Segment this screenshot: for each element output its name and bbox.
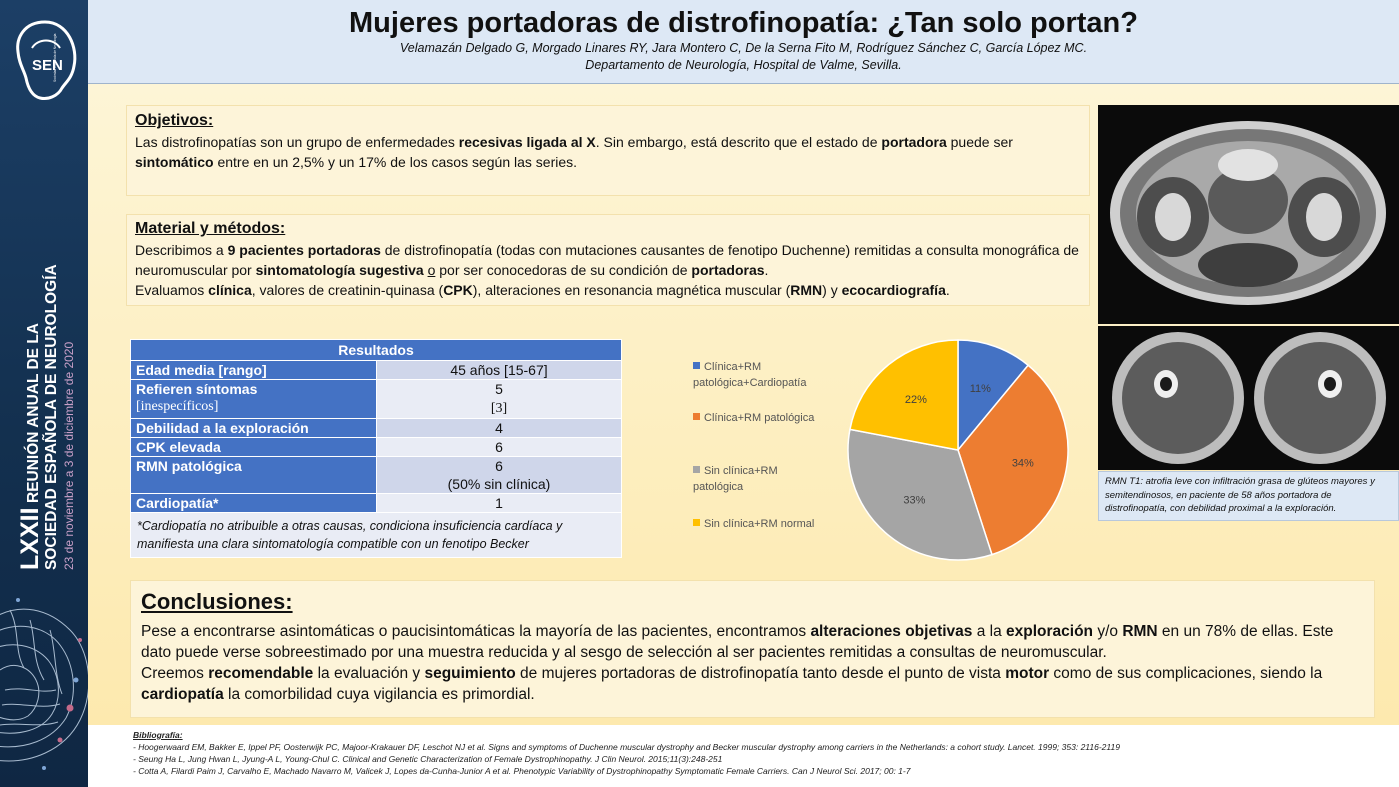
bibliography: Bibliografía: - Hoogerwaard EM, Bakker E… [88, 725, 1399, 787]
table-footnote: *Cardiopatía no atribuible a otras causa… [130, 512, 622, 558]
row-value: 6 [376, 437, 622, 457]
table-row: RMN patológica 6 (50% sin clínica) [130, 456, 622, 494]
row-value: 5 [3] [376, 379, 622, 419]
reference: - Cotta A, Filardi Paim J, Carvalho E, M… [133, 766, 911, 776]
conclusions-text: Pese a encontrarse asintomáticas o pauci… [141, 623, 1334, 703]
brain-illustration [0, 598, 88, 770]
meeting-dates: 23 de noviembre a 3 de diciembre de 2020 [62, 342, 76, 570]
table-row: CPK elevada 6 [130, 437, 622, 457]
row-label: CPK elevada [130, 437, 377, 457]
table-row: Edad media [rango] 45 años [15-67] [130, 360, 622, 380]
poster-title: Mujeres portadoras de distrofinopatía: ¿… [349, 7, 1138, 39]
methods-heading: Material y métodos: [135, 220, 286, 237]
legend-swatch [693, 519, 700, 526]
conference-title: LXXII REUNIÓN ANUAL DE LA SOCIEDAD ESPAÑ… [16, 264, 76, 570]
legend-item: Sin clínica+RM patológica [693, 465, 778, 493]
meeting-line-2: SOCIEDAD ESPAÑOLA DE NEUROLOGÍA [42, 264, 60, 570]
objectives-text: Las distrofinopatías son un grupo de enf… [135, 134, 1013, 170]
logo-small-text: Sociedad Española de Neurología [53, 33, 57, 82]
table-row: Refieren síntomas [inespecíficos] 5 [3] [130, 379, 622, 419]
legend-swatch [693, 362, 700, 369]
reference: - Seung Ha L, Jung Hwan L, Jyung-A L, Yo… [133, 754, 723, 764]
legend-swatch [693, 413, 700, 420]
objectives-heading: Objetivos: [135, 112, 214, 129]
affiliation: Departamento de Neurología, Hospital de … [585, 58, 902, 72]
pie-slice [849, 339, 959, 451]
conclusions-section: Conclusiones: Pese a encontrarse asintom… [130, 580, 1375, 718]
row-value: 6 (50% sin clínica) [376, 456, 622, 494]
row-label: Refieren síntomas [inespecíficos] [130, 379, 377, 419]
row-value: 1 [376, 493, 622, 513]
authors: Velamazán Delgado G, Morgado Linares RY,… [399, 41, 1088, 55]
table-row: *Cardiopatía no atribuible a otras causa… [130, 512, 622, 558]
mri-pelvis-image [1098, 105, 1399, 324]
table-row: Debilidad a la exploración 4 [130, 418, 622, 438]
meeting-line-1: REUNIÓN ANUAL DE LA [24, 323, 42, 503]
reference: - Hoogerwaard EM, Bakker E, Ippel PF, Oo… [133, 742, 1120, 752]
mri-caption: RMN T1: atrofia leve con infiltración gr… [1098, 471, 1399, 521]
row-label: RMN patológica [130, 456, 377, 494]
row-value: 45 años [15-67] [376, 360, 622, 380]
methods-text: Describimos a 9 pacientes portadoras de … [135, 242, 1079, 298]
pie-slice [847, 428, 993, 561]
results-table: Resultados Edad media [rango] 45 años [1… [130, 339, 622, 558]
pie-slice [957, 364, 1069, 556]
slice-label: 33% [903, 495, 925, 507]
pie-plot: 11% 34% 33% 22% [847, 339, 1069, 561]
table-row: Cardiopatía* 1 [130, 493, 622, 513]
row-label: Cardiopatía* [130, 493, 377, 513]
legend-item: Clínica+RM patológica+Cardiopatía [693, 361, 807, 389]
row-label: Edad media [rango] [130, 360, 377, 380]
results-title: Resultados [130, 339, 622, 361]
pie-slice [957, 339, 1030, 453]
legend-swatch [693, 466, 700, 473]
poster-header: Mujeres portadoras de distrofinopatía: ¿… [88, 0, 1399, 84]
bibliography-title: Bibliografía: [133, 730, 183, 740]
pie-chart: Clínica+RM patológica+Cardiopatía Clínic… [690, 335, 1090, 565]
conclusions-heading: Conclusiones: [141, 589, 293, 614]
slice-label: 22% [905, 394, 927, 406]
legend-item: Clínica+RM patológica [693, 411, 814, 427]
slice-label: 11% [970, 383, 991, 395]
chart-legend: Clínica+RM patológica+Cardiopatía Clínic… [690, 335, 840, 565]
row-value: 4 [376, 418, 622, 438]
sen-logo: SEN Sociedad Española de Neurología [16, 20, 77, 100]
edition-number: LXXII [16, 507, 44, 570]
conference-sidebar: SEN Sociedad Española de Neurología LXXI… [0, 0, 88, 787]
mri-thighs-image [1098, 326, 1399, 470]
slice-label: 34% [1012, 457, 1034, 469]
objectives-section: Objetivos: Las distrofinopatías son un g… [126, 105, 1090, 196]
legend-item: Sin clínica+RM normal [693, 517, 814, 533]
row-label: Debilidad a la exploración [130, 418, 377, 438]
logo-text: SEN [32, 57, 63, 74]
methods-section: Material y métodos: Describimos a 9 paci… [126, 214, 1090, 306]
